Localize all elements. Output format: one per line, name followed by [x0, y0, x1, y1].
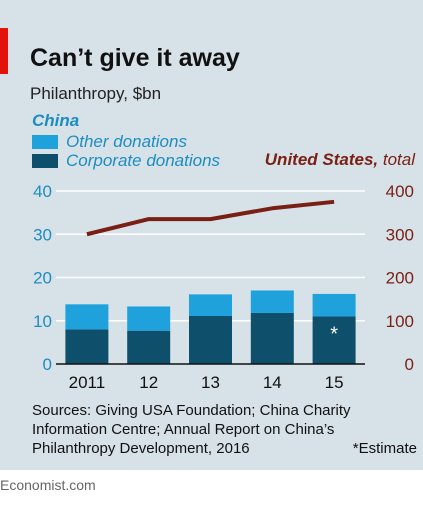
right-axis-tick-label: 100 [386, 312, 414, 331]
left-axis-tick-label: 30 [33, 225, 52, 244]
x-axis-tick-label: 12 [139, 373, 158, 392]
right-axis-tick-label: 300 [386, 225, 414, 244]
bar-corporate [312, 316, 356, 364]
legend-label-us-suffix: total [378, 150, 415, 169]
legend-item-other: Other donations [32, 132, 187, 152]
right-axis-tick-label: 0 [405, 355, 414, 374]
chart-title: Can’t give it away [30, 44, 240, 72]
right-axis-tick-label: 400 [386, 182, 414, 201]
legend-swatch-other [32, 135, 58, 149]
brand-tab [0, 28, 8, 74]
sources-text: Sources: Giving USA Foundation; China Ch… [32, 402, 351, 457]
legend-swatch-corporate [32, 154, 58, 168]
bar-other [65, 304, 109, 330]
us-total-line [86, 199, 335, 237]
right-axis-tick-label: 200 [386, 269, 414, 288]
bar-corporate [127, 330, 171, 364]
x-axis-tick-label: 15 [325, 373, 344, 392]
credit-text: Economist.com [0, 477, 96, 493]
bar-corporate [250, 312, 294, 364]
x-axis-tick-label: 14 [263, 373, 282, 392]
bar-other [127, 306, 171, 331]
china-legend-title: China [32, 111, 80, 130]
x-axis-tick-label: 2011 [69, 373, 106, 392]
bar-corporate [65, 329, 109, 364]
estimate-note: *Estimate [352, 440, 417, 457]
legend-label-other: Other donations [66, 132, 187, 151]
bar-corporate [189, 315, 232, 364]
legend-label-corporate: Corporate donations [66, 151, 221, 170]
left-axis-tick-label: 10 [33, 312, 52, 331]
bar-other [250, 290, 294, 313]
chart-subtitle: Philanthropy, $bn [30, 84, 162, 103]
legend-item-corporate: Corporate donations [32, 151, 220, 171]
left-axis-tick-label: 0 [43, 355, 52, 374]
x-axis-tick-label: 13 [201, 373, 220, 392]
legend-item-us: United States, total [265, 150, 415, 170]
left-axis-tick-label: 40 [33, 182, 52, 201]
bar-other [312, 293, 356, 317]
bar-other [189, 294, 232, 316]
legend-label-us: United States, [264, 150, 379, 169]
philanthropy-chart: 0 0 10 100 20 200 30 300 40 400 2011 12 13 14 15 * [33, 182, 414, 392]
left-axis-tick-label: 20 [33, 269, 52, 288]
estimate-asterisk: * [330, 323, 338, 345]
